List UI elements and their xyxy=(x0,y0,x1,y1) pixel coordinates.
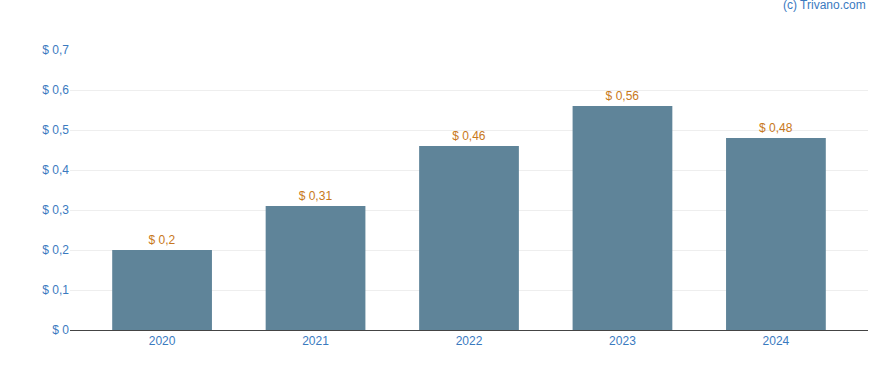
svg-text:$ 0,5: $ 0,5 xyxy=(42,123,69,137)
svg-text:$ 0,56: $ 0,56 xyxy=(606,89,640,103)
svg-text:2024: 2024 xyxy=(763,334,790,348)
svg-text:$ 0,48: $ 0,48 xyxy=(759,121,793,135)
svg-text:$ 0,3: $ 0,3 xyxy=(42,203,69,217)
svg-text:2023: 2023 xyxy=(609,334,636,348)
svg-text:$ 0,7: $ 0,7 xyxy=(42,43,69,57)
svg-text:(c) Trivano.com: (c) Trivano.com xyxy=(783,0,866,12)
svg-text:$ 0,4: $ 0,4 xyxy=(42,163,69,177)
svg-text:$ 0: $ 0 xyxy=(52,323,69,337)
svg-text:2020: 2020 xyxy=(149,334,176,348)
svg-text:$ 0,2: $ 0,2 xyxy=(42,243,69,257)
svg-text:$ 0,2: $ 0,2 xyxy=(149,233,176,247)
svg-text:2021: 2021 xyxy=(302,334,329,348)
svg-text:$ 0,31: $ 0,31 xyxy=(299,189,333,203)
svg-text:2022: 2022 xyxy=(456,334,483,348)
svg-text:$ 0,6: $ 0,6 xyxy=(42,83,69,97)
svg-text:$ 0,1: $ 0,1 xyxy=(42,283,69,297)
svg-text:$ 0,46: $ 0,46 xyxy=(452,129,486,143)
